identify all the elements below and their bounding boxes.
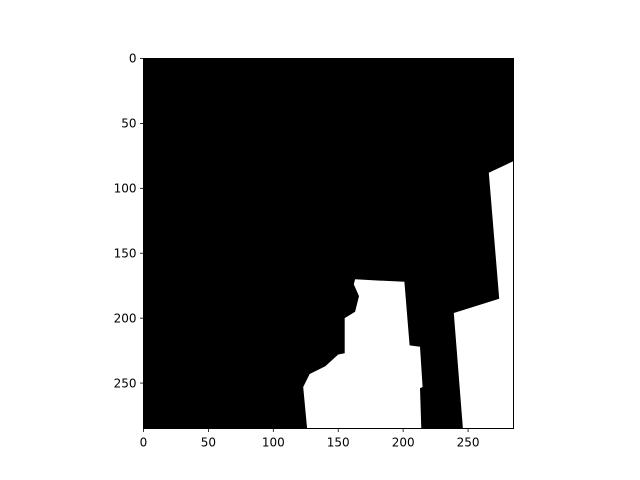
x-tick-label-50: 50 [201, 436, 216, 450]
x-tick-label-250: 250 [457, 436, 480, 450]
y-tick-label-200: 200 [114, 311, 137, 325]
x-tick-label-100: 100 [262, 436, 285, 450]
x-tick-label-200: 200 [392, 436, 415, 450]
mask-right-region [453, 161, 514, 429]
y-tick-label-50: 50 [121, 117, 136, 131]
y-tick-label-0: 0 [129, 52, 137, 66]
x-tick-label-150: 150 [327, 436, 350, 450]
y-tick-label-150: 150 [114, 246, 137, 260]
x-axis: 0 50 100 150 200 250 [140, 428, 480, 450]
y-tick-label-250: 250 [114, 376, 137, 390]
y-tick-label-100: 100 [114, 182, 137, 196]
plot-area [143, 58, 514, 429]
axes-frame [143, 58, 514, 429]
mask-central-region [303, 279, 423, 429]
x-tick-label-0: 0 [140, 436, 148, 450]
y-axis: 0 50 100 150 200 250 [114, 52, 144, 390]
